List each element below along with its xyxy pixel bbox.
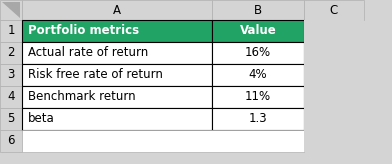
Bar bbox=[0, 0, 22, 20]
Text: 1: 1 bbox=[7, 24, 15, 38]
Polygon shape bbox=[2, 2, 20, 18]
Bar bbox=[0, 108, 22, 130]
Bar bbox=[212, 0, 304, 20]
Text: B: B bbox=[254, 3, 262, 17]
Text: 16%: 16% bbox=[245, 47, 271, 60]
Bar bbox=[0, 20, 22, 42]
Bar bbox=[0, 42, 22, 64]
Bar bbox=[0, 86, 22, 108]
Bar bbox=[212, 20, 304, 42]
Text: 11%: 11% bbox=[245, 91, 271, 103]
Bar bbox=[304, 0, 364, 20]
Bar bbox=[22, 130, 304, 152]
Bar bbox=[22, 42, 212, 64]
Bar bbox=[212, 86, 304, 108]
Bar bbox=[22, 108, 212, 130]
Text: 2: 2 bbox=[7, 47, 15, 60]
Bar bbox=[0, 64, 22, 86]
Bar bbox=[304, 20, 364, 152]
Text: Risk free rate of return: Risk free rate of return bbox=[28, 69, 163, 82]
Bar bbox=[212, 108, 304, 130]
Text: C: C bbox=[330, 3, 338, 17]
Bar bbox=[22, 20, 212, 42]
Text: 6: 6 bbox=[7, 134, 15, 147]
Text: 5: 5 bbox=[7, 113, 15, 125]
Text: 3: 3 bbox=[7, 69, 15, 82]
Text: Benchmark return: Benchmark return bbox=[28, 91, 136, 103]
Bar bbox=[22, 86, 212, 108]
Text: Actual rate of return: Actual rate of return bbox=[28, 47, 148, 60]
Bar bbox=[212, 42, 304, 64]
Text: beta: beta bbox=[28, 113, 55, 125]
Text: 1.3: 1.3 bbox=[249, 113, 267, 125]
Bar bbox=[22, 64, 212, 86]
Bar bbox=[212, 64, 304, 86]
Text: 4%: 4% bbox=[249, 69, 267, 82]
Text: Portfolio metrics: Portfolio metrics bbox=[28, 24, 139, 38]
Text: A: A bbox=[113, 3, 121, 17]
Text: Value: Value bbox=[240, 24, 276, 38]
Bar bbox=[22, 0, 212, 20]
Text: 4: 4 bbox=[7, 91, 15, 103]
Bar bbox=[0, 130, 22, 152]
